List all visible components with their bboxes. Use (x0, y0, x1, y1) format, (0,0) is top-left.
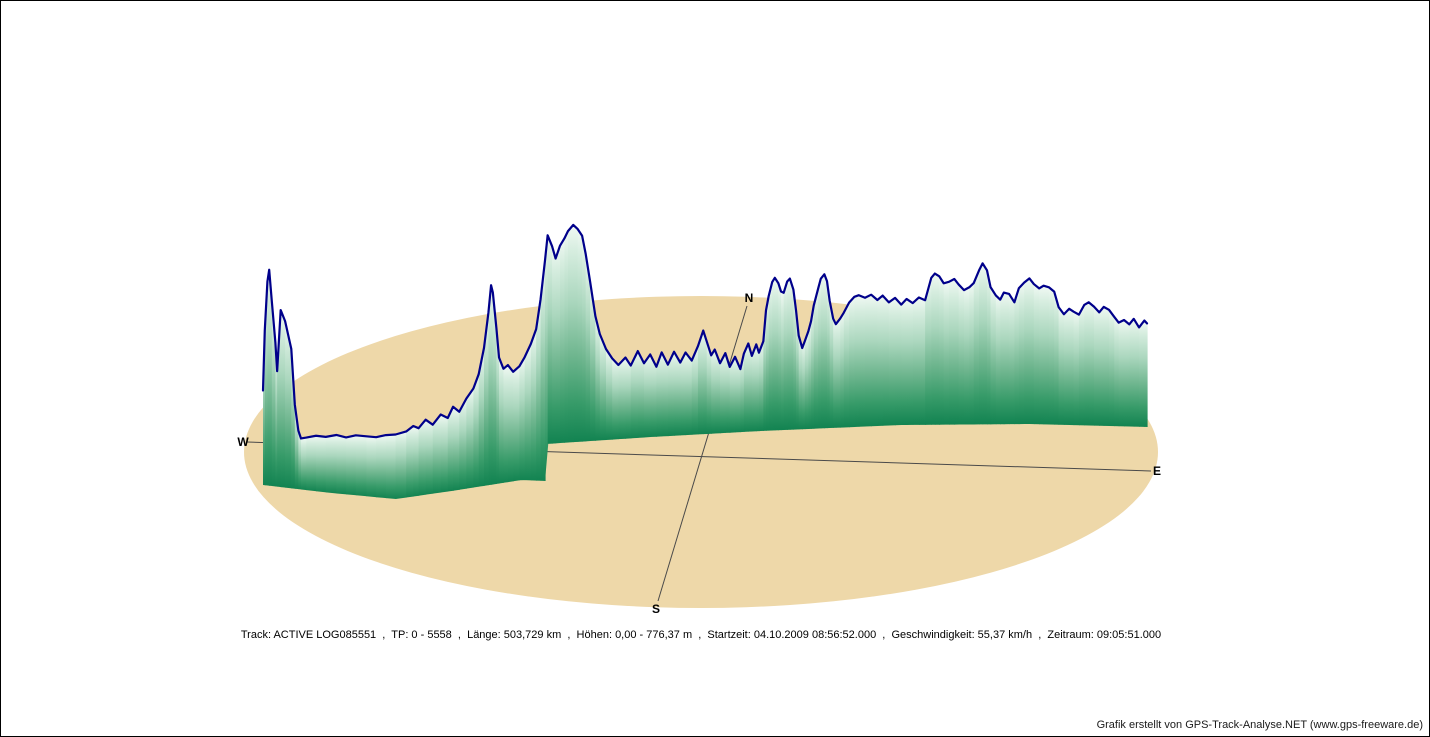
compass-label-west: W (237, 435, 249, 449)
compass-label-east: E (1153, 464, 1161, 478)
compass-north-south-line (657, 305, 748, 602)
attribution-text: Grafik erstellt von GPS-Track-Analyse.NE… (1096, 719, 1423, 731)
elevation-curtain (263, 224, 1148, 499)
elevation-profile-line (261, 223, 1149, 440)
compass-label-north: N (745, 291, 754, 305)
track-summary-caption: Track: ACTIVE LOG085551 , TP: 0 - 5558 ,… (240, 629, 1162, 641)
compass-label-south: S (652, 602, 660, 616)
